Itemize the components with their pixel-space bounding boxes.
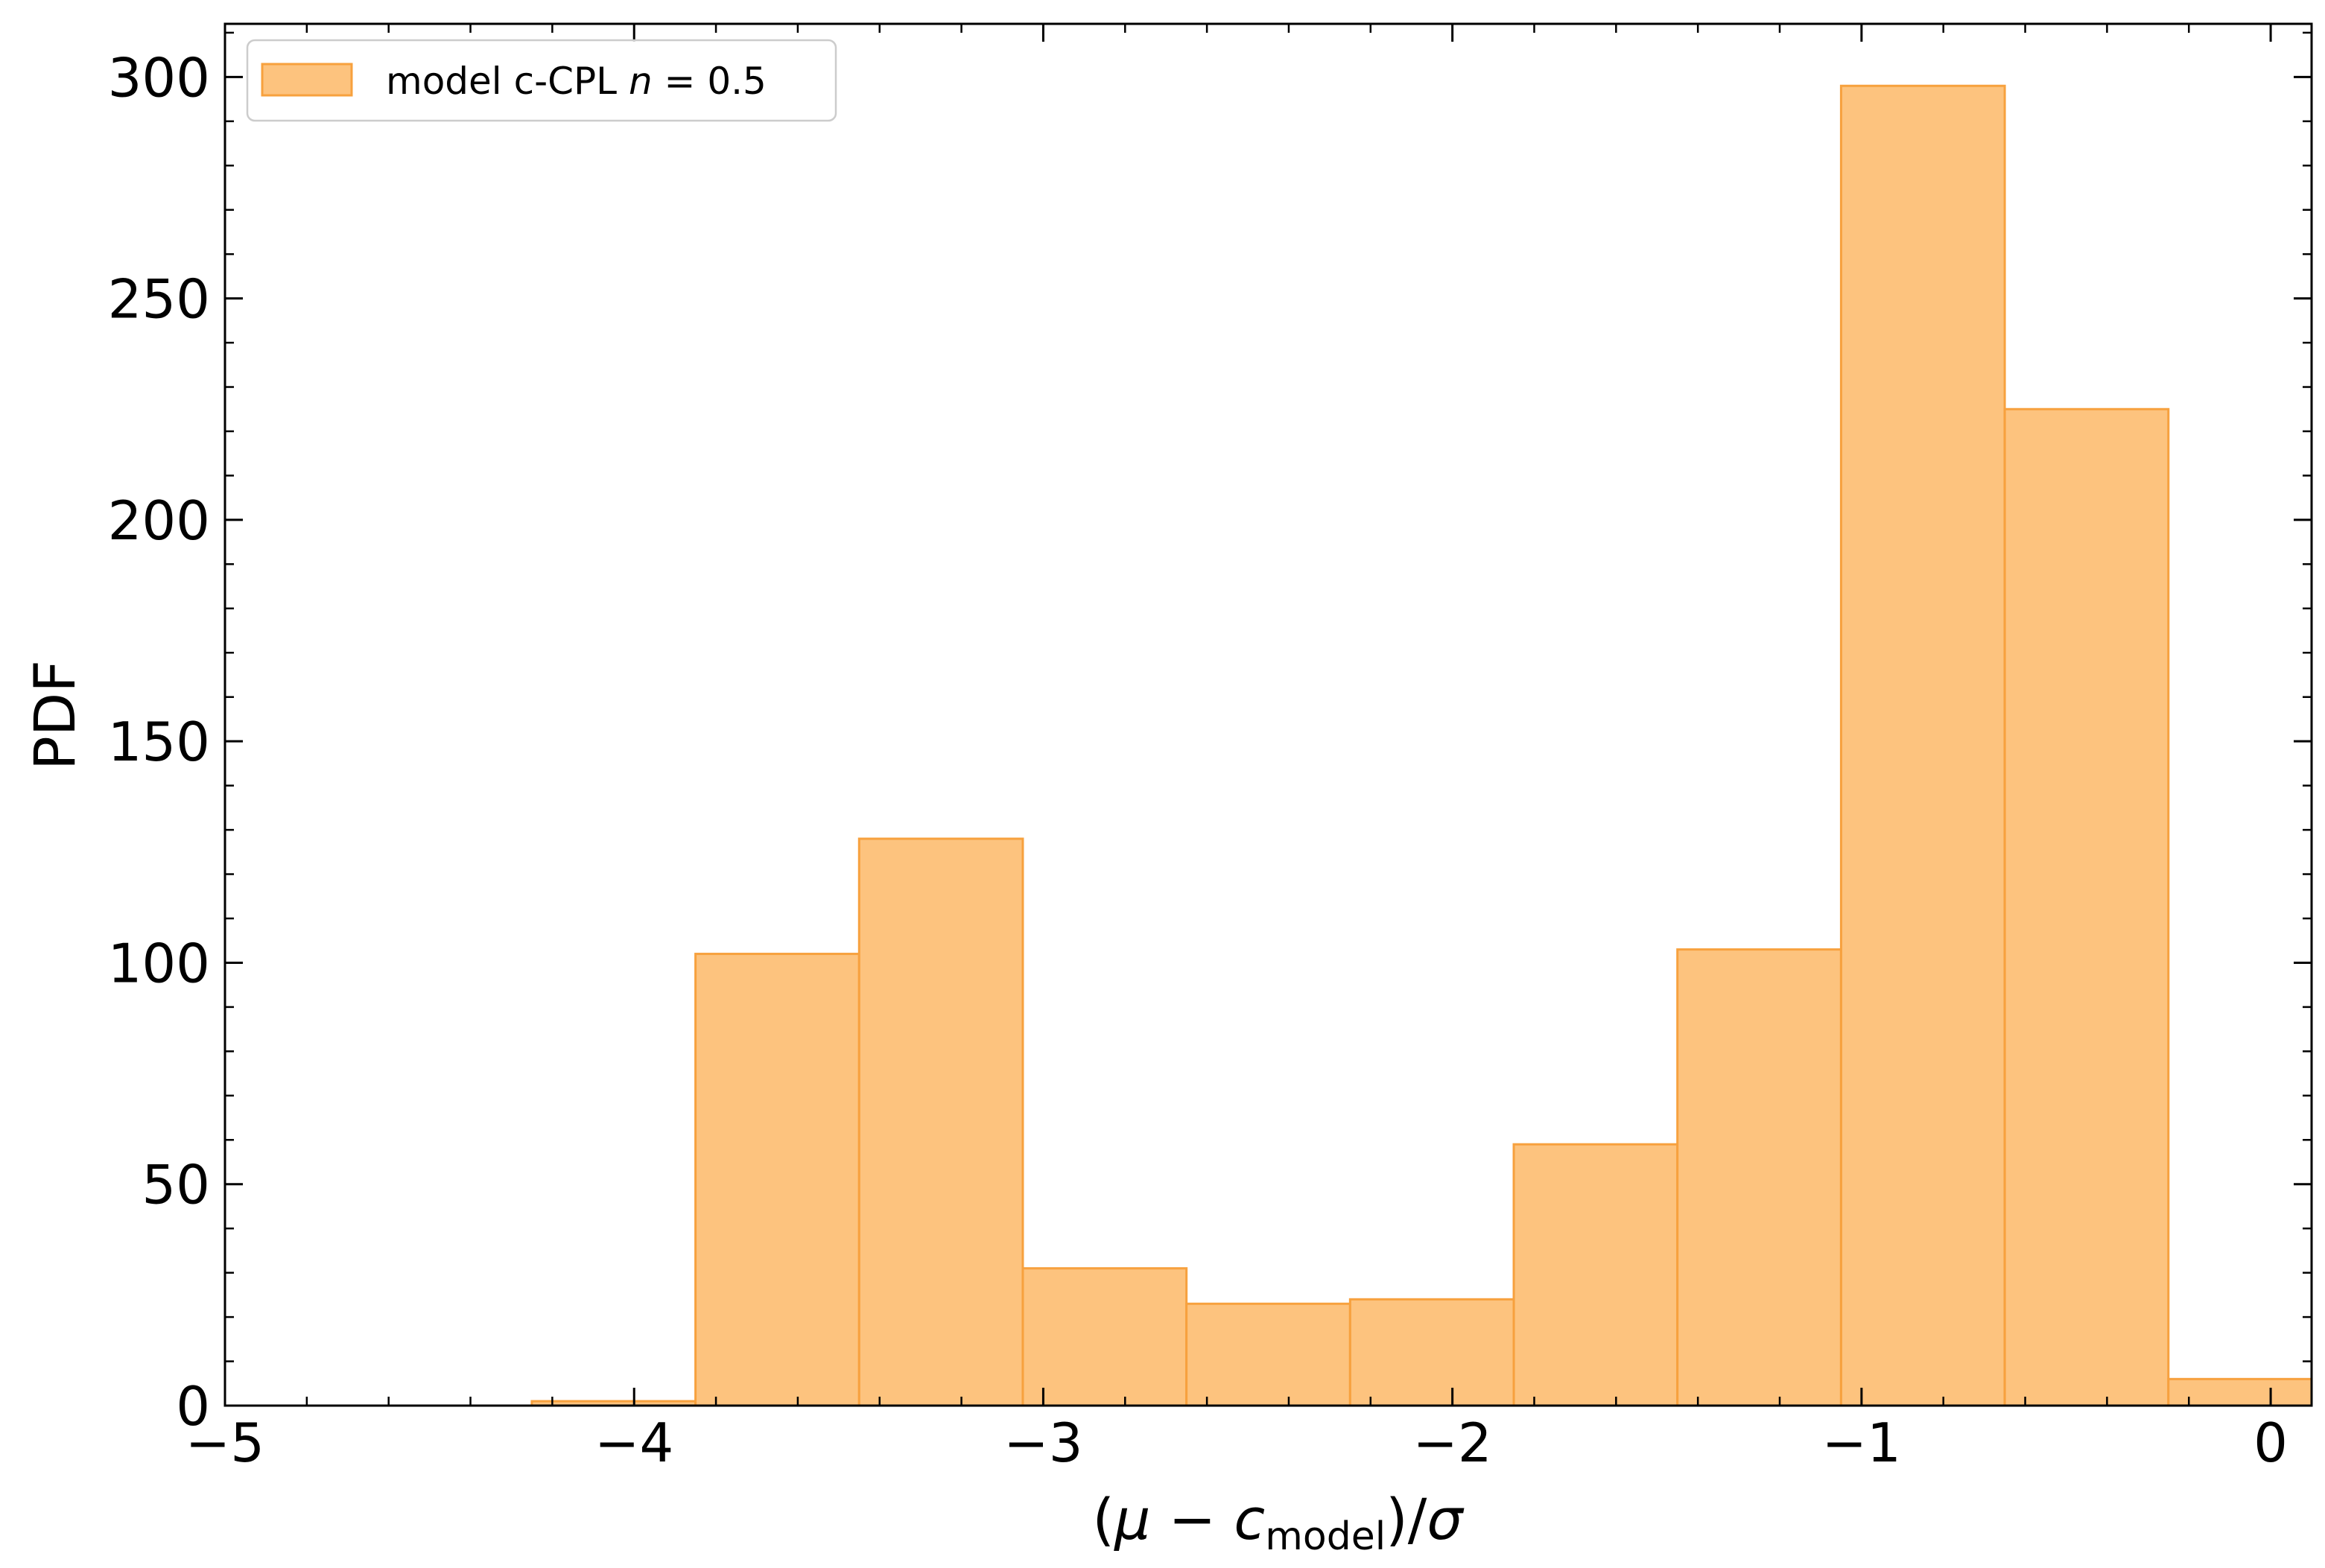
histogram-bar: [857, 837, 1024, 1406]
histogram-bar: [1021, 1267, 1188, 1406]
axis-ticks: [223, 24, 2312, 1407]
legend-label-n: n: [629, 60, 653, 103]
legend-label-prefix: model c-CPL: [386, 60, 629, 103]
x-tick-label: −5: [185, 1412, 264, 1474]
x-axis-label: (μ − cmodel)/σ: [1092, 1486, 1465, 1559]
legend-label: model c-CPL n = 0.5: [386, 60, 767, 103]
y-tick-label: 250: [108, 268, 210, 331]
x-tick-label: −4: [594, 1412, 673, 1474]
x-label-sigma: σ: [1427, 1486, 1465, 1552]
x-tick-labels: −5 −4 −3 −2 −1 0: [185, 1412, 2288, 1474]
x-label-open: (: [1092, 1486, 1114, 1552]
histogram-bar: [2167, 1377, 2312, 1406]
y-tick-label: 150: [108, 711, 210, 773]
histogram-bar: [1512, 1143, 1679, 1406]
histogram-bar: [2003, 407, 2170, 1406]
y-axis-label: PDF: [22, 660, 88, 770]
x-label-c: c: [1234, 1486, 1265, 1552]
legend: model c-CPL n = 0.5: [246, 39, 837, 122]
histogram-bar: [694, 953, 860, 1406]
x-tick-label: −2: [1413, 1412, 1492, 1474]
y-tick-label: 50: [142, 1154, 210, 1216]
x-label-close: )/: [1386, 1486, 1427, 1552]
x-tick-label: −3: [1003, 1412, 1082, 1474]
x-tick-label: 0: [2253, 1412, 2288, 1474]
y-tick-label: 100: [108, 932, 210, 994]
legend-label-suffix: = 0.5: [653, 60, 767, 103]
histogram-bars: [530, 84, 2312, 1406]
legend-swatch: [261, 63, 353, 97]
histogram-bar: [1348, 1298, 1515, 1406]
x-tick-label: −1: [1822, 1412, 1901, 1474]
y-tick-label: 0: [176, 1375, 210, 1438]
y-tick-labels: 0 50 100 150 200 250 300: [108, 46, 210, 1438]
histogram-bar: [1676, 948, 1842, 1406]
x-label-mu: μ: [1114, 1486, 1150, 1552]
y-tick-label: 300: [108, 46, 210, 109]
x-label-subscript: model: [1265, 1514, 1386, 1559]
y-tick-label: 200: [108, 489, 210, 552]
legend-box: [246, 39, 837, 122]
histogram-bar: [1185, 1302, 1351, 1406]
histogram-bar: [1839, 84, 2006, 1406]
x-label-minus: −: [1150, 1486, 1234, 1552]
plot-frame: [223, 22, 2313, 1407]
